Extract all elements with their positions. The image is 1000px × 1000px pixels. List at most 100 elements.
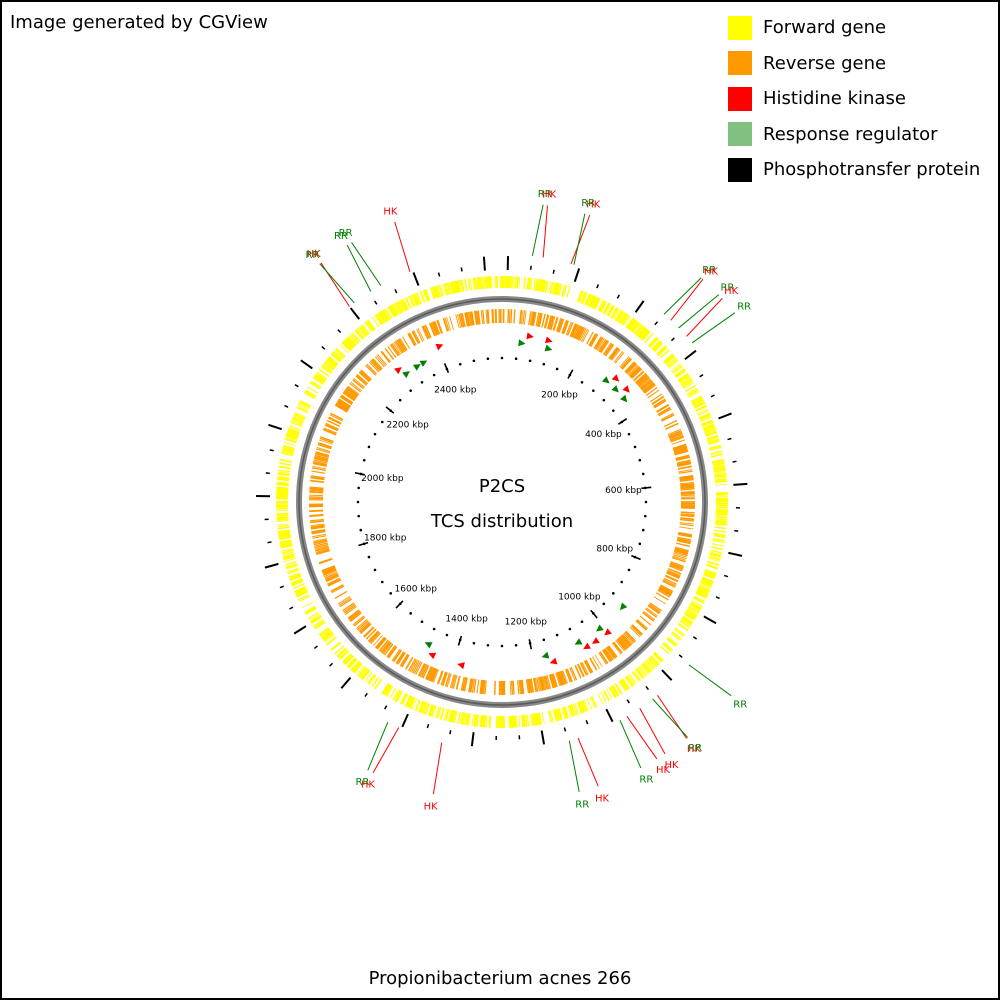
ruler-minor-tick — [432, 627, 436, 631]
reverse-gene-mark — [310, 524, 325, 529]
ruler-minor-tick — [644, 514, 647, 518]
forward-gene-mark — [289, 575, 302, 582]
forward-gene-mark — [700, 579, 713, 587]
forward-gene-mark — [310, 380, 322, 388]
reverse-gene-mark — [529, 311, 533, 326]
forward-gene-mark — [419, 701, 426, 714]
forward-gene-mark — [513, 276, 516, 289]
reverse-gene-mark — [671, 556, 686, 563]
reverse-gene-mark — [309, 518, 324, 522]
reverse-gene-mark — [669, 563, 684, 571]
forward-gene-mark — [541, 279, 546, 292]
map-title-line1: P2CS — [479, 476, 525, 497]
reverse-gene-mark — [464, 312, 470, 327]
forward-gene-mark — [481, 715, 485, 728]
rr-label: RR — [733, 699, 747, 710]
reverse-gene-mark — [309, 489, 324, 492]
forward-gene-mark — [661, 642, 673, 653]
forward-gene-mark — [293, 412, 306, 420]
reverse-gene-mark — [536, 677, 541, 692]
forward-gene-mark — [639, 328, 648, 339]
reverse-gene-mark — [677, 537, 692, 543]
reverse-gene-mark — [544, 675, 550, 690]
reverse-gene-mark — [677, 462, 692, 468]
reverse-gene-mark — [353, 378, 365, 388]
legend-swatch — [728, 157, 752, 182]
forward-gene-mark — [551, 282, 556, 295]
forward-gene-mark — [614, 682, 623, 695]
response-regulator-marker — [611, 385, 619, 393]
forward-gene-mark — [562, 285, 568, 298]
reverse-gene-mark — [339, 395, 353, 406]
reverse-gene-mark — [586, 331, 594, 345]
forward-gene-mark — [556, 708, 561, 721]
forward-gene-mark — [621, 314, 630, 326]
reverse-gene-mark — [355, 619, 368, 629]
reverse-gene-mark — [624, 631, 635, 644]
forward-gene-mark — [611, 308, 620, 319]
reverse-gene-mark — [546, 315, 553, 330]
reverse-gene-mark — [431, 668, 438, 683]
reverse-gene-mark — [642, 611, 655, 622]
reverse-gene-mark — [606, 646, 617, 659]
forward-gene-mark — [704, 570, 717, 577]
forward-gene-mark — [590, 695, 598, 708]
forward-gene-mark — [451, 281, 457, 294]
reverse-gene-mark — [461, 677, 467, 692]
reverse-gene-mark — [311, 470, 326, 474]
reverse-gene-mark — [360, 369, 372, 380]
reverse-gene-mark — [327, 578, 342, 587]
forward-gene-mark — [618, 680, 627, 692]
forward-gene-mark — [646, 658, 656, 669]
ruler-minor-tick — [357, 514, 360, 518]
forward-gene-mark — [536, 278, 541, 292]
forward-gene-mark — [581, 292, 588, 305]
forward-gene-mark — [330, 353, 341, 363]
reverse-gene-mark — [631, 368, 643, 380]
reverse-gene-mark — [311, 467, 326, 472]
forward-gene-mark — [286, 432, 299, 439]
forward-gene-mark — [512, 715, 516, 728]
forward-gene-mark — [628, 319, 638, 331]
reverse-gene-mark — [423, 325, 431, 339]
reverse-gene-mark — [596, 338, 605, 351]
reverse-gene-mark — [614, 352, 625, 364]
forward-gene-mark — [336, 647, 347, 658]
reverse-gene-mark — [625, 630, 637, 643]
forward-gene-mark — [667, 636, 678, 646]
reverse-gene-mark — [323, 570, 338, 578]
forward-gene-mark — [541, 712, 545, 725]
forward-gene-mark — [408, 295, 415, 308]
reverse-gene-mark — [581, 661, 589, 675]
forward-gene-mark — [590, 296, 598, 309]
reverse-gene-mark — [679, 476, 694, 481]
reverse-gene-mark — [416, 328, 424, 342]
forward-gene-mark — [707, 439, 720, 446]
reverse-gene-mark — [389, 344, 400, 357]
forward-gene-mark — [360, 325, 369, 336]
forward-gene-mark — [357, 666, 367, 677]
reverse-gene-mark — [673, 445, 688, 452]
forward-gene-mark — [384, 308, 393, 320]
reverse-gene-mark — [314, 455, 329, 461]
reverse-gene-mark — [345, 387, 358, 398]
reverse-gene-mark — [419, 663, 427, 678]
reverse-gene-mark — [451, 674, 457, 689]
reverse-gene-mark — [331, 585, 345, 594]
forward-gene-mark — [312, 377, 324, 385]
ruler-minor-tick — [602, 602, 606, 606]
forward-gene-mark — [310, 615, 322, 625]
reverse-gene-mark — [620, 634, 632, 647]
forward-gene-mark — [280, 544, 293, 549]
reverse-gene-mark — [569, 323, 577, 337]
forward-gene-mark — [366, 319, 376, 331]
histidine-kinase-marker — [583, 642, 591, 650]
forward-gene-mark — [319, 628, 331, 637]
reverse-gene-mark — [405, 656, 414, 670]
hk-label: HK — [595, 794, 610, 805]
forward-gene-mark — [327, 357, 338, 367]
reverse-gene-mark — [441, 671, 448, 686]
reverse-gene-mark — [324, 572, 338, 579]
reverse-gene-mark — [349, 382, 362, 393]
outer-tick — [340, 677, 352, 689]
